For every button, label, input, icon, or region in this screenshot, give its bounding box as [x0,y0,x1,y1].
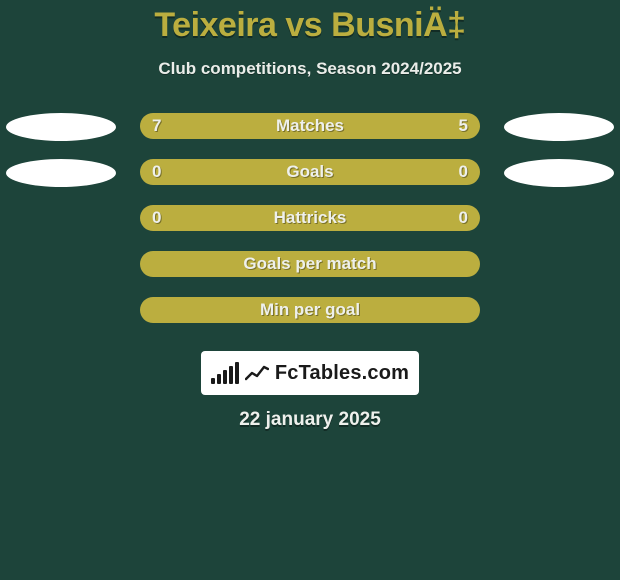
stat-pill: 0Goals0 [140,159,480,185]
stat-label: Goals [140,159,480,185]
player-right-avatar [504,113,614,141]
stat-row: 0Hattricks0 [0,205,620,251]
stat-row: Min per goal [0,297,620,343]
brand-bars-icon [211,362,239,384]
stat-row: Goals per match [0,251,620,297]
stat-label: Min per goal [140,297,480,323]
date-text: 22 january 2025 [0,409,620,431]
page-title: Teixeira vs BusniÄ‡ [0,6,620,45]
comparison-card: Teixeira vs BusniÄ‡ Club competitions, S… [0,0,620,580]
stat-pill: 0Hattricks0 [140,205,480,231]
brand-spark-icon [245,364,269,382]
player-left-avatar [6,113,116,141]
stat-row: 0Goals0 [0,159,620,205]
brand-text: FcTables.com [275,362,409,385]
player-left-avatar [6,159,116,187]
stat-right-value: 5 [459,113,468,139]
stat-pill: Min per goal [140,297,480,323]
player-right-avatar [504,159,614,187]
stat-rows: 7Matches50Goals00Hattricks0Goals per mat… [0,113,620,343]
brand-badge: FcTables.com [201,351,419,395]
stat-label: Matches [140,113,480,139]
stat-right-value: 0 [459,159,468,185]
stat-label: Hattricks [140,205,480,231]
stat-right-value: 0 [459,205,468,231]
stat-row: 7Matches5 [0,113,620,159]
page-subtitle: Club competitions, Season 2024/2025 [0,59,620,79]
stat-pill: Goals per match [140,251,480,277]
stat-label: Goals per match [140,251,480,277]
stat-pill: 7Matches5 [140,113,480,139]
